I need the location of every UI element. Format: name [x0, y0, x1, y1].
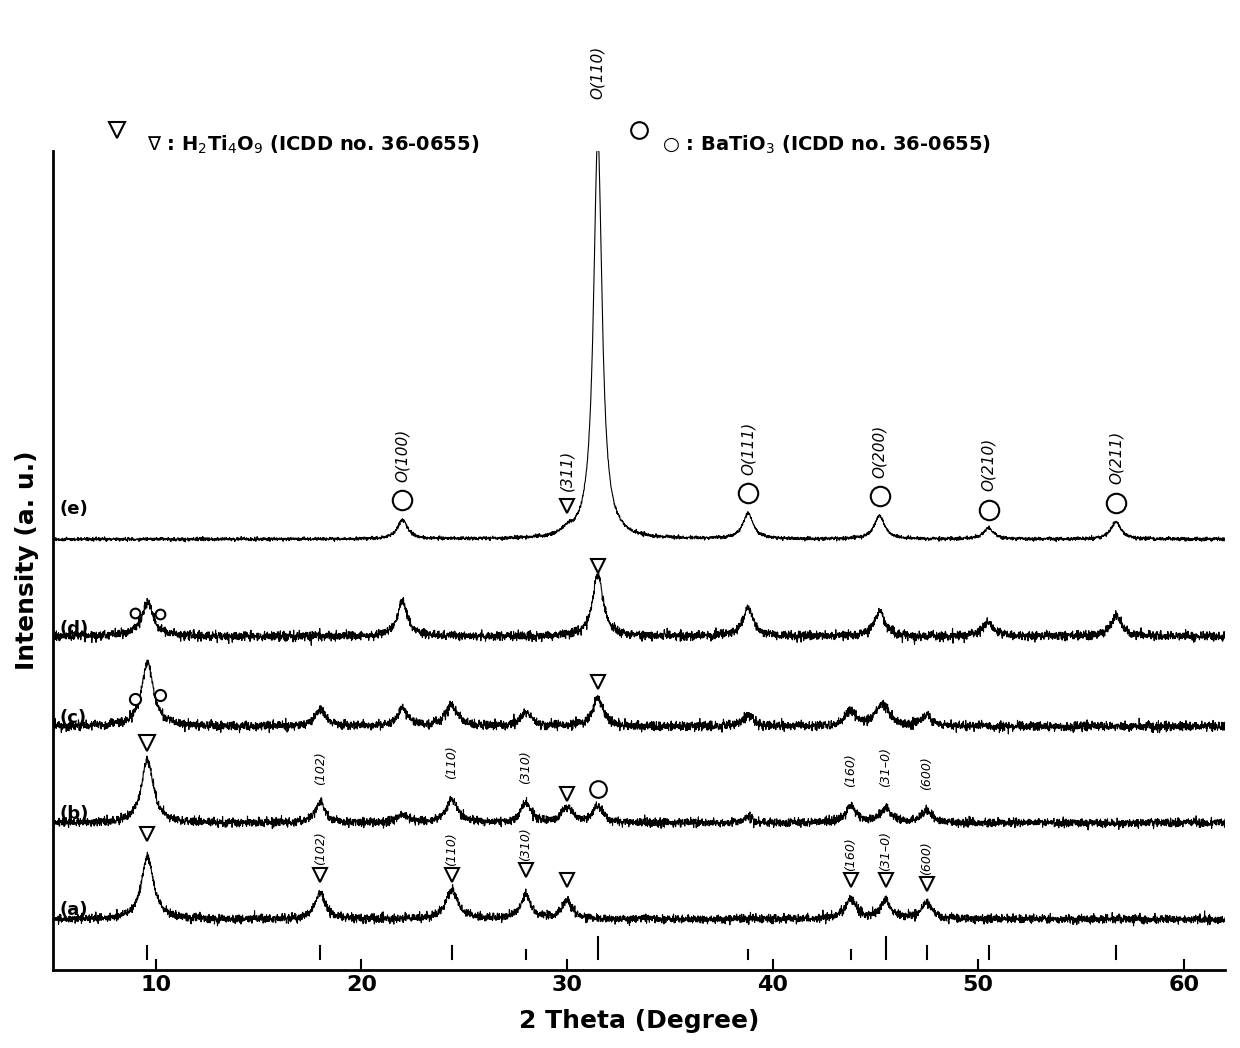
Text: (e): (e) [60, 500, 88, 518]
Text: (600): (600) [920, 842, 934, 875]
Text: O(200): O(200) [872, 424, 887, 478]
Text: (31–0): (31–0) [879, 746, 893, 787]
Text: (160): (160) [844, 837, 857, 871]
Text: (110): (110) [445, 745, 459, 779]
Text: (310): (310) [520, 750, 532, 784]
Text: (c): (c) [60, 708, 87, 726]
Text: (102): (102) [314, 831, 326, 865]
Text: (310): (310) [520, 827, 532, 860]
Text: (311): (311) [559, 450, 574, 492]
Text: (b): (b) [60, 805, 88, 823]
Text: (a): (a) [60, 900, 88, 918]
Text: O(100): O(100) [396, 429, 410, 482]
Text: O(110): O(110) [590, 46, 605, 99]
Text: (31–0): (31–0) [879, 831, 893, 871]
Text: (d): (d) [60, 620, 88, 638]
Text: O(211): O(211) [1109, 431, 1123, 484]
Text: O(210): O(210) [981, 438, 996, 492]
Y-axis label: Intensity (a. u.): Intensity (a. u.) [15, 451, 38, 670]
Text: (160): (160) [844, 754, 857, 787]
Text: $\bigcirc$ : BaTiO$_3$ (ICDD no. 36-0655): $\bigcirc$ : BaTiO$_3$ (ICDD no. 36-0655… [662, 134, 992, 156]
X-axis label: 2 Theta (Degree): 2 Theta (Degree) [518, 1009, 759, 1033]
Text: O(111): O(111) [740, 421, 755, 475]
Text: (110): (110) [445, 832, 459, 866]
Text: (600): (600) [920, 757, 934, 790]
Text: (102): (102) [314, 750, 326, 785]
Text: $\nabla$ : H$_2$Ti$_4$O$_9$ (ICDD no. 36-0655): $\nabla$ : H$_2$Ti$_4$O$_9$ (ICDD no. 36… [146, 134, 479, 156]
